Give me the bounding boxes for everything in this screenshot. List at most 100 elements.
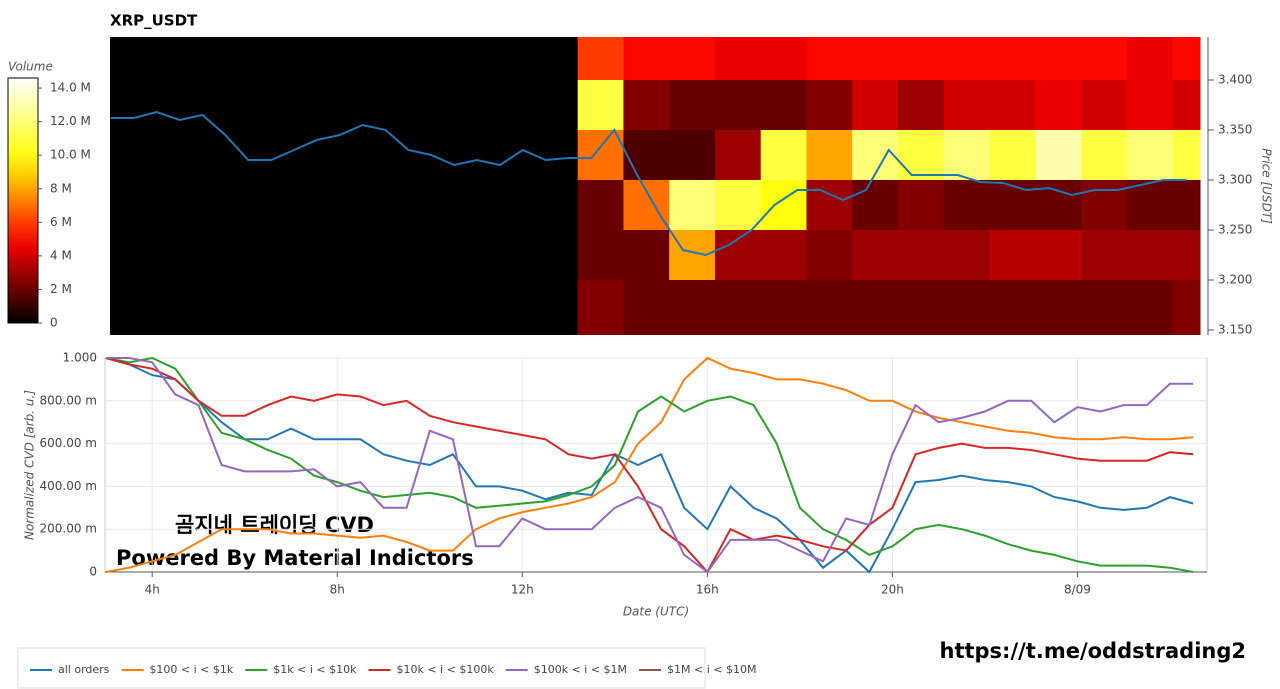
- heatmap-cell: [669, 180, 716, 230]
- heatmap-cell: [669, 80, 716, 130]
- heatmap-cell: [669, 37, 716, 80]
- heatmap-cell: [1172, 37, 1201, 80]
- heatmap-cell: [714, 37, 762, 80]
- heatmap-cell: [577, 130, 624, 180]
- y2-tick-label: 3.300: [1218, 173, 1252, 187]
- heatmap-cell: [1172, 180, 1201, 230]
- legend-label: $100k < i < $1M: [534, 663, 627, 676]
- y-axis-label: Normalized CVD [arb. u.]: [23, 390, 37, 540]
- y2-tick-label: 3.150: [1218, 323, 1252, 337]
- heatmap-cell: [760, 280, 807, 335]
- heatmap-cell: [1035, 80, 1082, 130]
- heatmap-cell: [577, 80, 624, 130]
- heatmap-cell: [1081, 280, 1128, 335]
- heatmap-cell: [714, 180, 762, 230]
- heatmap-cell: [577, 37, 624, 80]
- heatmap-cell: [1172, 280, 1201, 335]
- heatmap-cell: [623, 37, 670, 80]
- colorbar-tick-label: 0: [50, 316, 58, 330]
- cvd-line: [105, 357, 1194, 574]
- cvd-line: [105, 356, 1194, 573]
- heatmap-cell: [943, 280, 991, 335]
- heatmap-cell: [943, 230, 991, 280]
- heatmap-cell: [623, 230, 670, 280]
- colorbar-tick-label: 2 M: [50, 282, 72, 296]
- x-tick-label: 8h: [330, 583, 345, 597]
- colorbar-tick-label: 12.0 M: [50, 114, 91, 128]
- heatmap-cell: [623, 280, 670, 335]
- legend-label: all orders: [58, 663, 110, 676]
- colorbar-tick-label: 4 M: [50, 248, 72, 262]
- chart-title: XRP_USDT: [110, 12, 198, 30]
- colorbar: [7, 77, 39, 324]
- heatmap-cell: [577, 280, 624, 335]
- x-tick-label: 4h: [145, 583, 160, 597]
- heatmap-cell: [806, 230, 853, 280]
- y-tick-label: 800.00 m: [40, 393, 98, 407]
- x-tick-label: 8/09: [1064, 583, 1091, 597]
- heatmap-cell: [806, 37, 853, 80]
- heatmap-cell: [1172, 80, 1201, 130]
- heatmap-cell: [714, 230, 762, 280]
- x-axis-label: Date (UTC): [623, 605, 689, 619]
- heatmap-cell: [943, 37, 991, 80]
- heatmap-cell: [897, 280, 945, 335]
- heatmap-cell: [852, 180, 899, 230]
- x-tick-label: 12h: [511, 583, 534, 597]
- heatmap-cell: [714, 130, 762, 180]
- x-tick-label: 16h: [696, 583, 719, 597]
- heatmap-cell: [989, 230, 1036, 280]
- colorbar-tick-label: 8 M: [50, 181, 72, 195]
- colorbar-tick-label: 6 M: [50, 215, 72, 229]
- legend-label: $1M < i < $10M: [667, 663, 756, 676]
- heatmap-cell: [1081, 80, 1128, 130]
- colorbar-tick-label: 14.0 M: [50, 81, 91, 95]
- footer-link[interactable]: https://t.me/oddstrading2: [940, 639, 1247, 663]
- heatmap-cell: [623, 180, 670, 230]
- annotation: 곰지네 트레이딩 CVD: [175, 513, 374, 537]
- heatmap-cell: [623, 130, 670, 180]
- heatmap-cell: [714, 80, 762, 130]
- colorbar-title: Volume: [8, 60, 53, 74]
- heatmap-cell: [897, 230, 945, 280]
- heatmap-cell: [989, 130, 1036, 180]
- heatmap-cell: [806, 130, 853, 180]
- y-tick-label: 400.00 m: [40, 479, 98, 493]
- annotation: Powered By Material Indictors: [116, 546, 474, 570]
- cvd-line: [105, 357, 1194, 574]
- heatmap-cell: [897, 180, 945, 230]
- heatmap-cell: [943, 130, 991, 180]
- heatmap-cell: [1081, 230, 1128, 280]
- price-line: [110, 110, 1187, 257]
- heatmap-cell: [1081, 130, 1128, 180]
- legend-box: [17, 647, 706, 689]
- heatmap-cell: [852, 37, 899, 80]
- heatmap-cell: [760, 230, 807, 280]
- heatmap-cell: [760, 80, 807, 130]
- heatmap-cell: [806, 180, 853, 230]
- heatmap-cell: [760, 37, 807, 80]
- heatmap-cell: [577, 180, 624, 230]
- heatmap-cell: [806, 280, 853, 335]
- heatmap-cell: [852, 80, 899, 130]
- heatmap-cell: [1081, 37, 1128, 80]
- heatmap-cell: [852, 280, 899, 335]
- heatmap-cell: [669, 230, 716, 280]
- colorbar-tick-label: 10.0 M: [50, 148, 91, 162]
- y-tick-label: 200.00 m: [40, 522, 98, 536]
- legend-label: $1k < i < $10k: [273, 663, 357, 676]
- heatmap-cell: [1126, 37, 1174, 80]
- heatmap-cell: [669, 280, 716, 335]
- heatmap-cell: [852, 230, 899, 280]
- heatmap-cell: [669, 130, 716, 180]
- heatmap-cell: [943, 180, 991, 230]
- y2-axis-label: Price [USDT]: [1260, 148, 1274, 224]
- heatmap-cell: [1126, 230, 1174, 280]
- heatmap-cell: [1035, 180, 1082, 230]
- heatmap-cell: [623, 80, 670, 130]
- heatmap-cell: [1035, 230, 1082, 280]
- y2-tick-label: 3.250: [1218, 223, 1252, 237]
- y-tick-label: 600.00 m: [40, 436, 98, 450]
- cvd-line: [105, 356, 1194, 573]
